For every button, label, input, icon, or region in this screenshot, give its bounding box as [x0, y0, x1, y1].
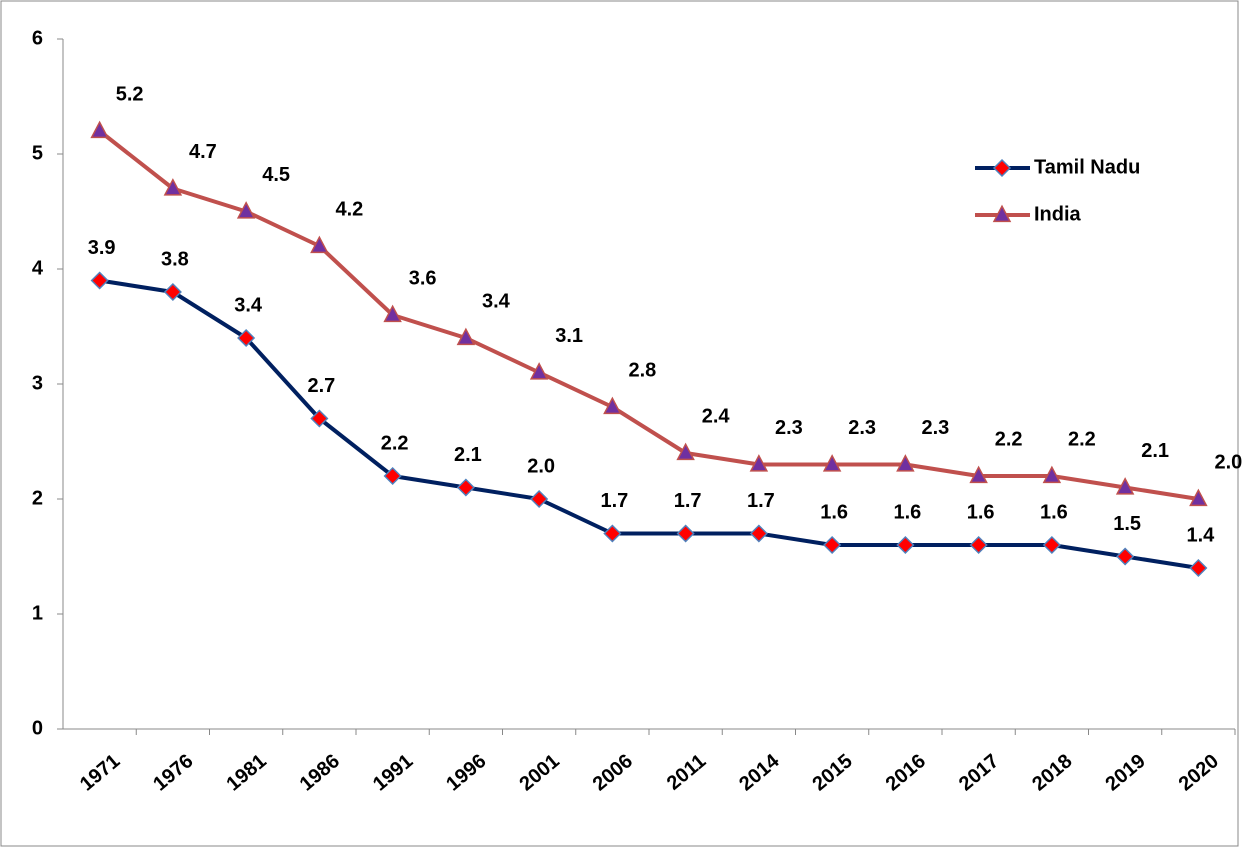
marker	[383, 304, 402, 323]
data-label: 1.6	[967, 501, 995, 523]
marker	[749, 524, 768, 543]
data-label: 2.2	[381, 432, 409, 454]
data-label: 3.9	[88, 237, 116, 259]
y-tick-label: 5	[32, 142, 43, 164]
data-label: 2.7	[307, 375, 335, 397]
y-tick-label: 3	[32, 372, 43, 394]
data-label: 3.8	[161, 248, 189, 270]
data-label: 2.1	[1141, 440, 1169, 462]
data-label: 3.6	[409, 267, 437, 289]
marker	[603, 524, 622, 543]
data-label: 2.8	[628, 359, 656, 381]
y-tick-label: 4	[32, 257, 44, 279]
marker	[969, 465, 988, 484]
marker	[530, 489, 549, 509]
data-label: 4.7	[189, 141, 217, 163]
marker	[896, 535, 915, 555]
marker	[1189, 488, 1208, 507]
y-tick-label: 2	[32, 487, 43, 509]
marker	[236, 201, 256, 219]
marker	[822, 454, 842, 472]
data-label: 2.0	[1214, 451, 1242, 473]
marker	[823, 535, 842, 555]
data-label: 4.2	[335, 198, 363, 220]
legend-marker	[992, 158, 1012, 178]
marker	[383, 466, 402, 486]
legend-label: Tamil Nadu	[1034, 156, 1140, 178]
marker	[456, 478, 475, 497]
marker	[529, 362, 549, 380]
data-label: 2.4	[702, 405, 731, 427]
data-label: 1.6	[1040, 501, 1068, 523]
marker	[90, 271, 109, 290]
marker	[310, 409, 329, 428]
legend-marker	[992, 204, 1012, 223]
marker	[749, 454, 769, 472]
data-label: 1.6	[820, 501, 848, 523]
marker	[163, 282, 182, 302]
data-label: 2.3	[848, 417, 876, 439]
data-label: 3.1	[555, 325, 583, 347]
marker	[1189, 558, 1208, 578]
marker	[1042, 465, 1062, 484]
marker	[237, 328, 256, 348]
series-line	[98, 129, 1199, 501]
data-label: 1.7	[747, 490, 775, 512]
legend-label: India	[1034, 203, 1082, 225]
data-label: 3.4	[482, 290, 511, 312]
data-label: 1.7	[674, 490, 702, 512]
data-label: 2.0	[527, 455, 555, 477]
data-label: 1.5	[1113, 513, 1141, 535]
data-label: 2.1	[454, 444, 482, 466]
marker	[969, 535, 988, 555]
marker	[676, 524, 695, 543]
y-tick-label: 6	[32, 27, 43, 49]
data-label: 4.5	[262, 164, 290, 186]
marker	[896, 454, 915, 472]
data-label: 1.4	[1186, 524, 1215, 546]
data-label: 5.2	[116, 83, 144, 105]
data-label: 2.3	[775, 417, 803, 439]
marker	[1042, 535, 1061, 555]
marker	[456, 327, 476, 346]
series-line	[99, 278, 1199, 570]
marker	[163, 178, 183, 196]
marker	[310, 235, 329, 254]
y-tick-label: 0	[32, 717, 43, 739]
y-tick-label: 1	[32, 602, 43, 624]
data-label: 2.2	[995, 428, 1023, 450]
marker	[603, 396, 622, 415]
data-label: 2.3	[921, 417, 949, 439]
marker	[1115, 477, 1135, 495]
marker	[1116, 547, 1135, 566]
marker	[90, 120, 109, 139]
data-label: 3.4	[234, 294, 263, 316]
data-label: 1.6	[893, 501, 921, 523]
data-label: 1.7	[600, 490, 628, 512]
data-label: 2.2	[1068, 428, 1096, 450]
marker	[676, 442, 695, 461]
